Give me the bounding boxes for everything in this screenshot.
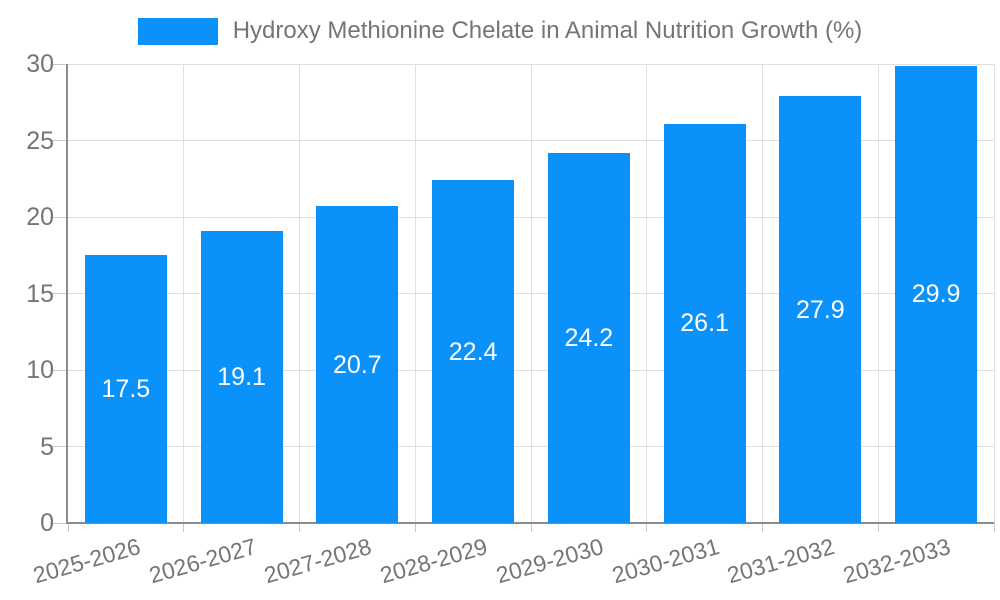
y-axis-tick	[50, 522, 68, 524]
x-axis-tick	[414, 523, 416, 532]
bar[interactable]	[432, 180, 515, 523]
bar-value-label: 20.7	[333, 350, 382, 379]
bar-value-label: 19.1	[217, 362, 266, 391]
bar-value-label: 24.2	[564, 323, 614, 352]
bar[interactable]	[84, 255, 167, 523]
x-gridline	[762, 64, 763, 523]
bar-value-label: 22.4	[448, 337, 498, 366]
legend[interactable]: Hydroxy Methionine Chelate in Animal Nut…	[0, 16, 1000, 46]
y-axis-tick	[50, 369, 68, 371]
y-axis-tick	[50, 216, 68, 218]
legend-swatch	[137, 17, 218, 45]
bar[interactable]	[316, 206, 399, 523]
y-axis-tick-label: 5	[40, 432, 54, 461]
y-axis-tick	[50, 446, 68, 447]
x-gridline	[993, 64, 995, 523]
legend-label: Hydroxy Methionine Chelate in Animal Nut…	[232, 17, 863, 44]
bar[interactable]	[547, 152, 630, 523]
x-axis-tick	[646, 523, 648, 532]
x-gridline	[414, 64, 416, 523]
y-axis-tick	[50, 140, 68, 141]
y-axis-tick	[50, 63, 68, 65]
bar[interactable]	[779, 96, 862, 523]
x-gridline	[183, 64, 185, 523]
x-axis-tick	[877, 523, 879, 532]
y-axis-tick	[50, 293, 68, 294]
x-axis-tick	[183, 523, 185, 532]
x-gridline	[299, 64, 300, 523]
bar[interactable]	[895, 65, 978, 523]
bar-value-label: 26.1	[680, 309, 729, 338]
x-axis-label: 2028-2029	[377, 533, 491, 589]
x-axis-tick	[993, 523, 995, 532]
x-axis-label: 2027-2028	[261, 533, 375, 589]
x-axis-label: 2030-2031	[608, 533, 722, 589]
bar-value-label: 29.9	[911, 280, 961, 309]
x-gridline	[877, 64, 879, 523]
x-axis-tick	[299, 523, 300, 532]
bar[interactable]	[663, 123, 746, 523]
y-axis-tick-label: 10	[26, 356, 54, 384]
bar[interactable]	[200, 230, 283, 523]
y-axis-tick-label: 0	[40, 509, 54, 537]
y-axis-tick-label: 30	[26, 50, 54, 78]
x-gridline	[646, 64, 648, 523]
y-axis-tick-label: 25	[26, 126, 54, 155]
x-axis-tick	[762, 523, 763, 532]
x-axis-line	[66, 522, 994, 524]
x-axis-label: 2031-2032	[724, 533, 838, 589]
y-axis-tick-label: 20	[26, 203, 54, 231]
x-axis-label: 2026-2027	[145, 533, 259, 589]
bar-value-label: 27.9	[796, 295, 845, 324]
bar-value-label: 17.5	[101, 375, 151, 404]
x-axis-label: 2029-2030	[493, 533, 607, 589]
y-axis-tick-label: 15	[26, 279, 54, 308]
x-axis-tick	[67, 523, 69, 532]
x-axis-label: 2025-2026	[30, 533, 144, 589]
x-gridline	[530, 64, 532, 523]
x-axis-label: 2032-2033	[840, 533, 954, 589]
x-axis-tick	[530, 523, 532, 532]
y-axis-line	[66, 64, 68, 523]
